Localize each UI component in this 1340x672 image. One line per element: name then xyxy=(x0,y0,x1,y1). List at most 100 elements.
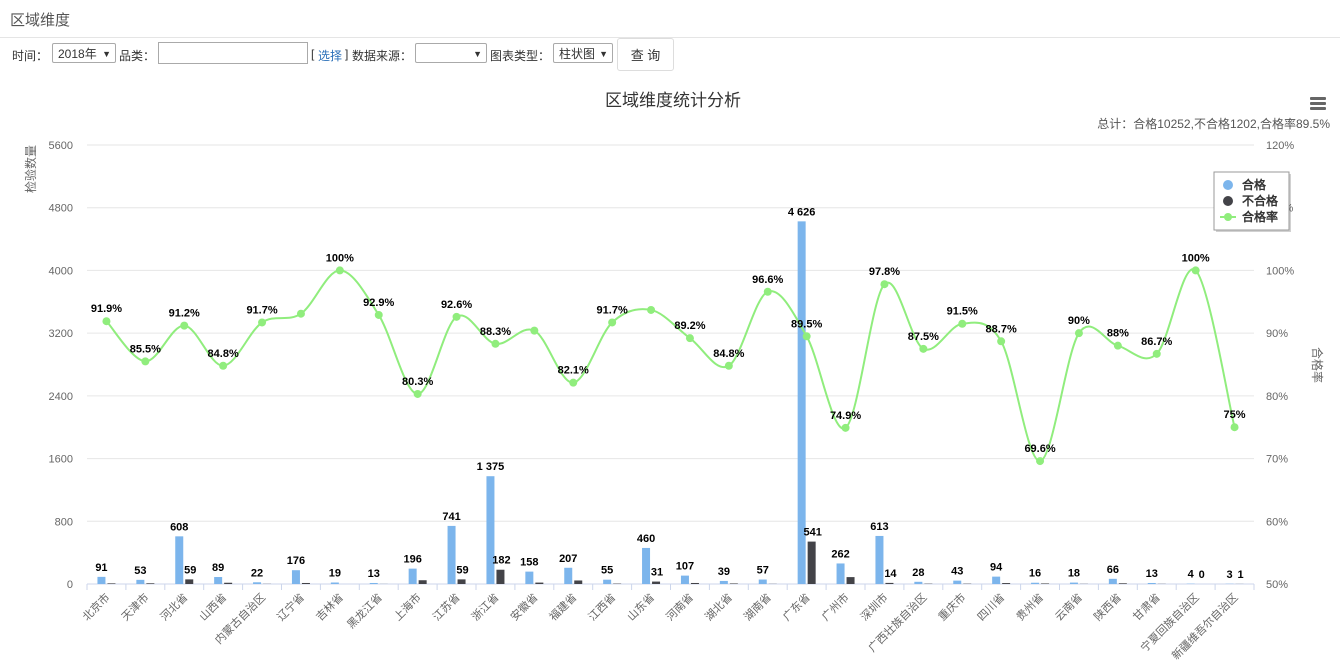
rate-point xyxy=(452,312,461,321)
x-tick-label: 吉林省 xyxy=(313,590,346,623)
rate-point xyxy=(724,361,733,370)
rate-point xyxy=(374,310,383,319)
bar-fail xyxy=(146,583,155,584)
bar-pass xyxy=(525,571,534,584)
bar-pass xyxy=(680,575,689,584)
rate-label: 88.3% xyxy=(480,326,511,338)
bar-fail-label: 182 xyxy=(492,555,510,567)
bar-pass-label: 94 xyxy=(990,562,1003,574)
bar-fail xyxy=(846,577,855,584)
rate-line xyxy=(105,268,1236,463)
bar-fail xyxy=(457,579,466,584)
rate-point xyxy=(647,305,656,314)
rate-label: 90% xyxy=(1068,315,1090,327)
y-tick-label: 2400 xyxy=(49,391,73,403)
rate-point xyxy=(102,317,111,326)
y-tick-label: 0 xyxy=(67,579,73,591)
bar-pass-label: 4 626 xyxy=(788,206,816,218)
rate-point xyxy=(1036,457,1045,466)
x-tick-label: 广州市 xyxy=(818,590,851,623)
bar-pass-label: 4 xyxy=(1188,569,1195,581)
bar-pass-label: 22 xyxy=(251,567,263,579)
rate-label: 85.5% xyxy=(130,343,161,355)
x-tick-label: 河北省 xyxy=(158,591,191,624)
rate-point xyxy=(880,280,889,289)
page-header: 区域维度 xyxy=(0,0,1340,38)
bar-pass xyxy=(175,536,184,584)
rate-point xyxy=(1074,329,1083,338)
bar-pass-label: 196 xyxy=(403,554,421,566)
y-tick-label: 4800 xyxy=(49,203,73,215)
bar-pass xyxy=(330,582,339,584)
rate-label: 100% xyxy=(326,252,354,264)
rate-point xyxy=(763,287,772,296)
chart-type-select[interactable]: 柱状图 ▼ xyxy=(553,43,613,63)
rate-label: 80.3% xyxy=(402,376,433,388)
rate-label: 74.9% xyxy=(830,410,861,422)
rate-point xyxy=(997,337,1006,346)
rate-point xyxy=(919,344,928,353)
bar-pass xyxy=(136,579,145,584)
bar-pass-label: 55 xyxy=(601,565,613,577)
x-tick-label: 福建省 xyxy=(546,590,579,623)
page-title: 区域维度 xyxy=(10,12,71,29)
x-tick-label: 天津市 xyxy=(118,590,151,623)
x-tick-label: 山西省 xyxy=(197,591,230,624)
bar-fail-label: 0 xyxy=(1199,569,1205,581)
bar-pass-label: 158 xyxy=(520,557,538,569)
query-button[interactable]: 查 询 xyxy=(617,38,674,71)
bar-pass xyxy=(291,570,300,584)
rate-point xyxy=(491,339,500,348)
rate-label: 75% xyxy=(1224,409,1246,421)
bar-pass xyxy=(1069,582,1078,584)
bar-pass xyxy=(875,535,884,584)
bar-fail xyxy=(1118,583,1127,584)
bar-fail-label: 541 xyxy=(803,527,821,539)
hamburger-menu-icon[interactable] xyxy=(1310,97,1326,111)
legend-marker-fail xyxy=(1223,196,1233,206)
y2-tick-label: 70% xyxy=(1266,454,1288,466)
legend-marker-rate xyxy=(1224,213,1232,221)
bar-pass xyxy=(447,525,456,584)
bar-pass xyxy=(719,580,728,584)
chevron-down-icon: ▼ xyxy=(102,49,111,59)
bar-pass xyxy=(564,567,573,584)
rate-label: 91.9% xyxy=(91,303,122,315)
filter-bar: 时间： 2018年 ▼ 品类： [ 选择 ] 数据来源： ▼ 图表类型： 柱状图… xyxy=(0,38,1340,72)
chart-type-select-value: 柱状图 xyxy=(559,47,596,61)
bar-pass xyxy=(953,580,962,584)
bar-pass-label: 613 xyxy=(870,521,888,533)
rate-label: 69.6% xyxy=(1024,443,1055,455)
x-tick-label: 黑龙江省 xyxy=(345,591,385,631)
rate-label: 91.2% xyxy=(169,308,200,320)
rate-label: 96.6% xyxy=(752,274,783,286)
rate-label: 92.6% xyxy=(441,299,472,311)
select-link[interactable]: 选择 xyxy=(318,49,343,63)
bar-pass-label: 18 xyxy=(1068,568,1080,580)
rate-point xyxy=(413,389,422,398)
chevron-down-icon: ▼ xyxy=(599,49,608,59)
chart-title: 区域维度统计分析 xyxy=(605,91,741,110)
time-label: 时间： xyxy=(12,49,49,63)
bar-pass-label: 608 xyxy=(170,521,188,533)
rate-label: 91.5% xyxy=(947,306,978,318)
rate-point xyxy=(296,309,305,318)
category-input[interactable] xyxy=(158,42,308,64)
y-tick-label: 3200 xyxy=(49,328,73,340)
bar-fail xyxy=(418,580,427,584)
bar-pass xyxy=(408,568,417,584)
source-select[interactable]: ▼ xyxy=(415,43,487,63)
legend-item-rate: 合格率 xyxy=(1242,209,1278,224)
bar-pass xyxy=(1031,582,1040,584)
y2-tick-label: 100% xyxy=(1266,265,1294,277)
rate-point xyxy=(335,266,344,275)
bar-fail xyxy=(496,569,505,584)
rate-label: 87.5% xyxy=(908,331,939,343)
bar-pass-label: 107 xyxy=(676,561,694,573)
x-tick-label: 江苏省 xyxy=(430,591,463,624)
x-tick-label: 北京市 xyxy=(79,590,112,623)
x-tick-label: 重庆市 xyxy=(935,590,968,623)
time-select[interactable]: 2018年 ▼ xyxy=(52,43,116,63)
y2-axis-title: 合格率 xyxy=(1310,347,1325,383)
x-tick-label: 广东省 xyxy=(780,591,813,624)
